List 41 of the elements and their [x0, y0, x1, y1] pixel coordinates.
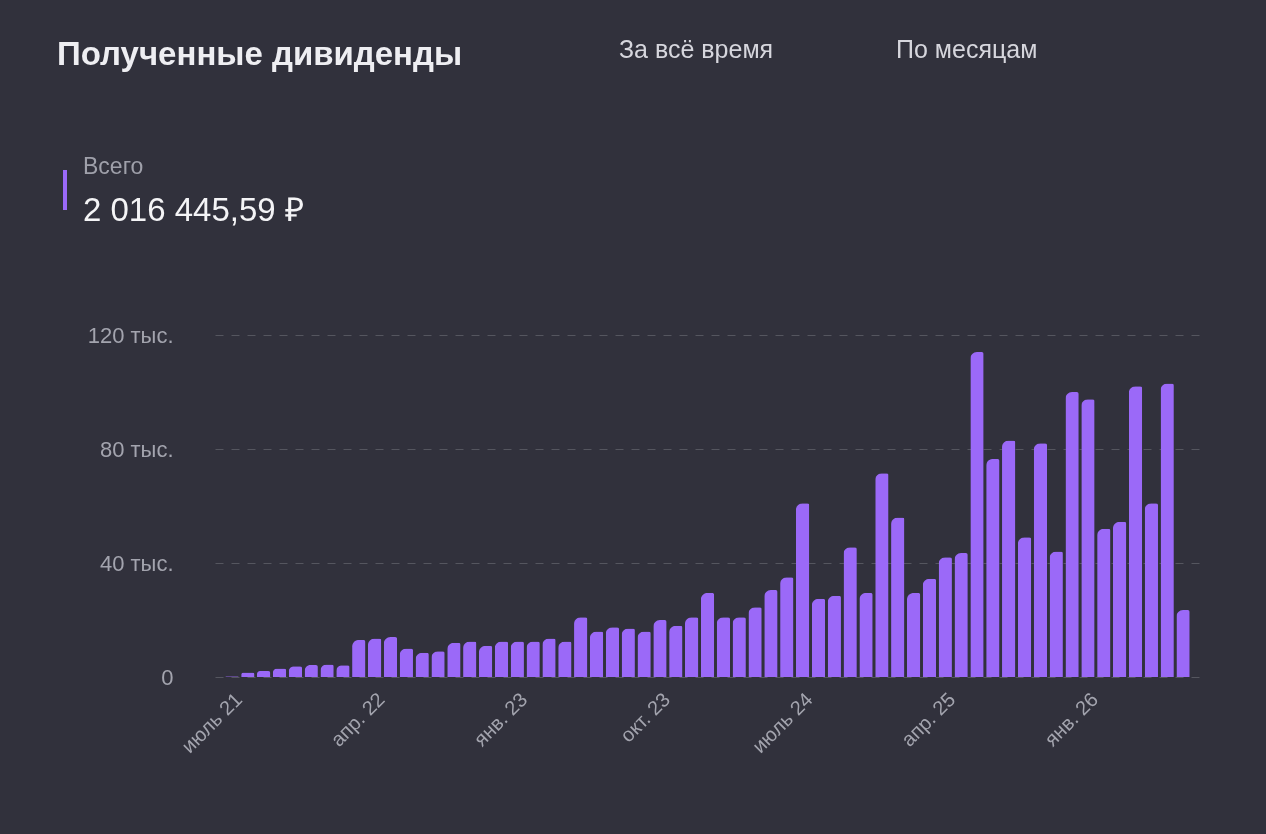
bar [906, 592, 921, 677]
x-tick-label: янв. 26 [1039, 688, 1103, 751]
chart-title: Полученные дивиденды [57, 35, 463, 72]
bar [589, 631, 604, 677]
y-tick-label: 120 тыс. [87, 322, 174, 348]
bar [970, 352, 984, 677]
x-tick-label: окт. 23 [615, 688, 675, 747]
text: Всего [83, 153, 144, 179]
bar [383, 637, 398, 677]
text: За всё время [619, 35, 774, 63]
text: По месяцам [896, 35, 1038, 63]
x-tick-label: янв. 23 [469, 688, 532, 751]
bar [922, 578, 937, 677]
bar [1033, 443, 1048, 677]
bar [1081, 399, 1095, 677]
bar [811, 598, 826, 677]
bar [891, 517, 905, 677]
bar [1128, 386, 1143, 677]
bar [986, 458, 1000, 677]
bar [1160, 383, 1174, 677]
bar [1144, 503, 1158, 677]
bar [795, 503, 810, 677]
bar [605, 627, 620, 677]
bar [367, 638, 382, 677]
x-tick-label: апр. 25 [896, 688, 960, 751]
bar [1002, 440, 1016, 677]
bar [1097, 528, 1111, 677]
bar [875, 473, 889, 677]
y-tick-label: 80 тыс. [99, 436, 174, 462]
bar [700, 592, 715, 677]
text: 2 016 445,59 ₽ [83, 191, 304, 228]
bar [1112, 521, 1127, 677]
bar [684, 617, 699, 677]
bar [716, 617, 731, 677]
y-tick-label: 40 тыс. [99, 550, 174, 576]
y-tick-label: 0 [161, 664, 174, 690]
bar [1065, 392, 1079, 677]
bar [1017, 537, 1032, 677]
x-tick-label: апр. 22 [326, 688, 389, 751]
bar [478, 645, 493, 677]
bar [494, 641, 509, 677]
